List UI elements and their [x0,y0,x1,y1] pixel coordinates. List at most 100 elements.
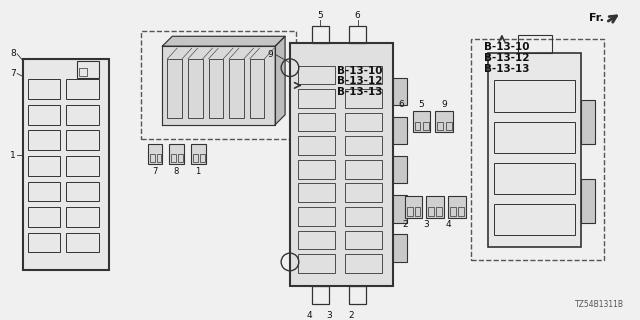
Bar [393,156,407,183]
Bar [345,231,382,249]
Bar [312,286,329,304]
Bar [345,254,382,273]
Text: 4: 4 [445,220,451,229]
Bar [349,26,367,43]
Bar [472,39,604,260]
Bar [393,235,407,262]
Text: 9: 9 [268,51,273,60]
Bar [450,207,456,216]
Bar [494,204,575,236]
Bar [494,122,575,153]
Bar [28,181,60,201]
Bar [28,207,60,227]
Bar [298,207,335,226]
Bar [428,207,434,216]
Bar [67,79,99,99]
Bar [312,26,329,43]
Text: 1: 1 [10,150,16,159]
Bar [345,89,382,108]
Bar [229,59,244,118]
Bar [393,195,407,223]
Bar [349,286,367,304]
Bar [172,154,176,162]
Text: B-13-12: B-13-12 [337,76,383,86]
Text: B-13-10: B-13-10 [337,66,383,76]
Bar [28,131,60,150]
Polygon shape [275,36,285,124]
Text: B-13-13: B-13-13 [337,87,383,97]
Bar [404,196,422,218]
Bar [67,233,99,252]
Bar [393,77,407,105]
Bar [250,59,264,118]
Text: 8: 8 [173,167,179,176]
Bar [28,79,60,99]
Polygon shape [163,36,285,46]
Bar [28,105,60,124]
Bar [188,59,203,118]
Text: 6: 6 [398,100,404,109]
Bar [191,144,205,164]
Bar [298,254,335,273]
Bar [435,111,453,132]
Bar [298,231,335,249]
Text: 5: 5 [419,100,424,109]
Bar [67,156,99,176]
Text: 6: 6 [355,11,360,20]
Bar [345,183,382,202]
Bar [290,43,393,286]
Bar [157,154,161,162]
Bar [193,154,198,162]
Text: TZ54B1311B: TZ54B1311B [575,300,623,309]
Bar [581,179,595,223]
Bar [23,59,109,270]
Bar [67,181,99,201]
Bar [458,207,463,216]
Bar [415,122,420,131]
Bar [200,154,205,162]
Bar [415,207,420,216]
Text: 7: 7 [152,167,157,176]
Bar [345,207,382,226]
Bar [141,31,296,139]
Bar [298,183,335,202]
Bar [436,207,442,216]
Bar [298,66,335,84]
Bar [426,196,444,218]
Bar [79,68,87,76]
Text: 9: 9 [441,100,447,109]
Text: B-13-12: B-13-12 [484,53,530,63]
Bar [28,156,60,176]
Text: B-13-13: B-13-13 [484,64,530,74]
Bar [413,111,430,132]
Bar [170,144,184,164]
Bar [209,59,223,118]
Bar [67,105,99,124]
Bar [345,160,382,179]
Bar [167,59,182,118]
Text: Fr.: Fr. [589,13,604,23]
Bar [298,136,335,155]
Bar [407,207,413,216]
Bar [494,163,575,194]
Text: 4: 4 [307,311,312,320]
Polygon shape [163,46,275,124]
Text: 3: 3 [424,220,429,229]
Bar [298,89,335,108]
Text: 2: 2 [402,220,408,229]
Bar [345,136,382,155]
Bar [148,144,163,164]
Bar [494,80,575,112]
Bar [345,113,382,132]
Bar [67,207,99,227]
Text: 7: 7 [10,69,16,78]
Bar [393,117,407,144]
Bar [178,154,183,162]
Bar [581,100,595,144]
Bar [437,122,443,131]
Text: B-13-10: B-13-10 [484,42,530,52]
Text: 2: 2 [348,311,354,320]
Bar [424,122,429,131]
Bar [446,122,452,131]
Bar [28,233,60,252]
